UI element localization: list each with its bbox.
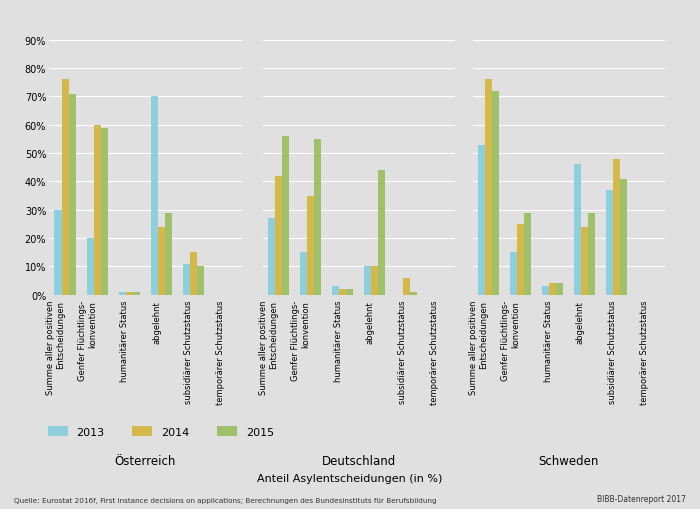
Text: abgelehnt: abgelehnt <box>153 300 161 343</box>
Bar <box>581 228 588 295</box>
Bar <box>340 290 346 295</box>
Text: Summe aller positiven
Entscheidungen: Summe aller positiven Entscheidungen <box>46 300 65 394</box>
Bar <box>126 292 133 295</box>
Bar <box>197 267 204 295</box>
Bar <box>55 210 62 295</box>
Text: Anteil Asylentscheidungen (in %): Anteil Asylentscheidungen (in %) <box>258 473 442 484</box>
Text: Schweden: Schweden <box>538 454 599 467</box>
Bar <box>69 95 76 295</box>
Bar <box>346 290 354 295</box>
Bar <box>403 278 410 295</box>
Text: subsidiärer Schutzstatus: subsidiärer Schutzstatus <box>608 300 617 404</box>
Bar <box>510 253 517 295</box>
Text: Österreich: Österreich <box>115 454 176 467</box>
Bar <box>87 239 94 295</box>
Bar <box>620 179 627 295</box>
Bar <box>550 284 556 295</box>
Text: Genfer Flüchtlings-
konvention: Genfer Flüchtlings- konvention <box>291 300 311 380</box>
Text: temporärer Schutzstatus: temporärer Schutzstatus <box>640 300 649 405</box>
Text: subsidiärer Schutzstatus: subsidiärer Schutzstatus <box>184 300 193 404</box>
Bar <box>524 213 531 295</box>
Bar <box>158 228 164 295</box>
Bar <box>542 287 550 295</box>
Text: humanitärer Status: humanitärer Status <box>120 300 130 382</box>
Bar <box>275 177 282 295</box>
Bar <box>606 190 613 295</box>
Bar <box>300 253 307 295</box>
Bar <box>150 97 158 295</box>
Bar <box>588 213 596 295</box>
Text: Genfer Flüchtlings-
konvention: Genfer Flüchtlings- konvention <box>78 300 97 380</box>
Bar <box>517 224 524 295</box>
Text: BIBB-Datenreport 2017: BIBB-Datenreport 2017 <box>597 494 686 503</box>
Bar <box>492 92 499 295</box>
Bar <box>282 137 289 295</box>
Bar <box>118 292 126 295</box>
Text: Deutschland: Deutschland <box>321 454 396 467</box>
Bar <box>183 264 190 295</box>
Bar <box>94 126 101 295</box>
Text: Genfer Flüchtlings-
konvention: Genfer Flüchtlings- konvention <box>501 300 521 380</box>
Bar <box>378 171 386 295</box>
Text: temporärer Schutzstatus: temporärer Schutzstatus <box>430 300 439 405</box>
Bar <box>574 165 581 295</box>
Bar <box>332 287 340 295</box>
Bar <box>268 219 275 295</box>
Bar <box>478 146 485 295</box>
Bar <box>613 159 620 295</box>
Text: abgelehnt: abgelehnt <box>576 300 584 343</box>
Text: Summe aller positiven
Entscheidungen: Summe aller positiven Entscheidungen <box>259 300 279 394</box>
Text: Quelle: Eurostat 2016f, First instance decisions on applications; Berechnungen d: Quelle: Eurostat 2016f, First instance d… <box>14 497 437 503</box>
Text: Summe aller positiven
Entscheidungen: Summe aller positiven Entscheidungen <box>469 300 489 394</box>
Bar <box>364 267 371 295</box>
Bar <box>133 292 140 295</box>
Bar <box>410 292 417 295</box>
Bar <box>62 80 69 295</box>
Text: temporärer Schutzstatus: temporärer Schutzstatus <box>216 300 225 405</box>
Bar <box>371 267 378 295</box>
Bar <box>314 139 321 295</box>
Bar <box>164 213 172 295</box>
Bar <box>101 128 108 295</box>
Bar <box>190 253 197 295</box>
Bar <box>485 80 492 295</box>
Text: subsidiärer Schutzstatus: subsidiärer Schutzstatus <box>398 300 407 404</box>
Bar <box>307 196 314 295</box>
Legend: 2013, 2014, 2015: 2013, 2014, 2015 <box>48 427 274 437</box>
Text: humanitärer Status: humanitärer Status <box>334 300 343 382</box>
Text: humanitärer Status: humanitärer Status <box>544 300 553 382</box>
Text: abgelehnt: abgelehnt <box>366 300 375 343</box>
Bar <box>556 284 564 295</box>
